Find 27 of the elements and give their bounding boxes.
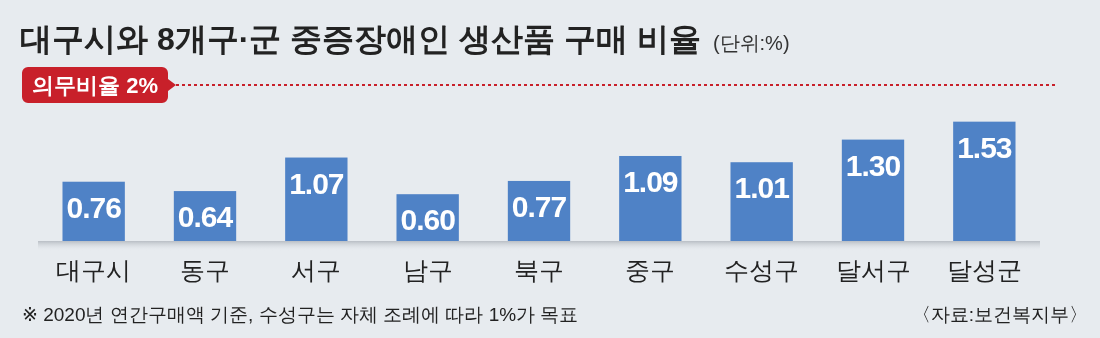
- text: 〈자료:보건복지부〉: [911, 304, 1088, 325]
- data-label: 0.64: [177, 200, 234, 234]
- bar: [285, 157, 348, 241]
- x-tick-label: 수성구: [724, 256, 800, 284]
- data-label: 0.76: [66, 190, 122, 224]
- chart-subtitle: (단위:%): [712, 32, 790, 54]
- x-tick-label: 달서구: [835, 256, 911, 284]
- text: ※ 2020년 연간구매액 기준, 수성구는 자체 조례에 따라 1%가 목표: [22, 304, 579, 325]
- data-label: 1.07: [289, 166, 344, 200]
- data-label: 1.30: [845, 148, 901, 182]
- data-label: 1.53: [957, 130, 1012, 164]
- data-label: 0.60: [400, 203, 456, 237]
- data-label: 0.77: [511, 189, 567, 223]
- x-tick-label: 남구: [402, 256, 453, 284]
- ref-line-label: 의무비율 2%: [32, 73, 158, 98]
- bar: [730, 162, 793, 241]
- bar: [953, 121, 1016, 241]
- data-label: 1.09: [623, 164, 678, 198]
- data-label: 1.01: [734, 171, 790, 205]
- chart-title: 대구시와 8개구·군 중증장애인 생산품 구매 비율: [20, 21, 701, 57]
- x-tick-label: 동구: [180, 256, 230, 284]
- x-tick-label: 북구: [514, 256, 564, 284]
- x-tick-label: 서구: [291, 256, 342, 284]
- x-tick-label: 달성군: [946, 256, 1022, 284]
- x-tick-label: 중구: [625, 256, 676, 284]
- bar: [841, 139, 905, 241]
- x-tick-label: 대구시: [56, 256, 132, 284]
